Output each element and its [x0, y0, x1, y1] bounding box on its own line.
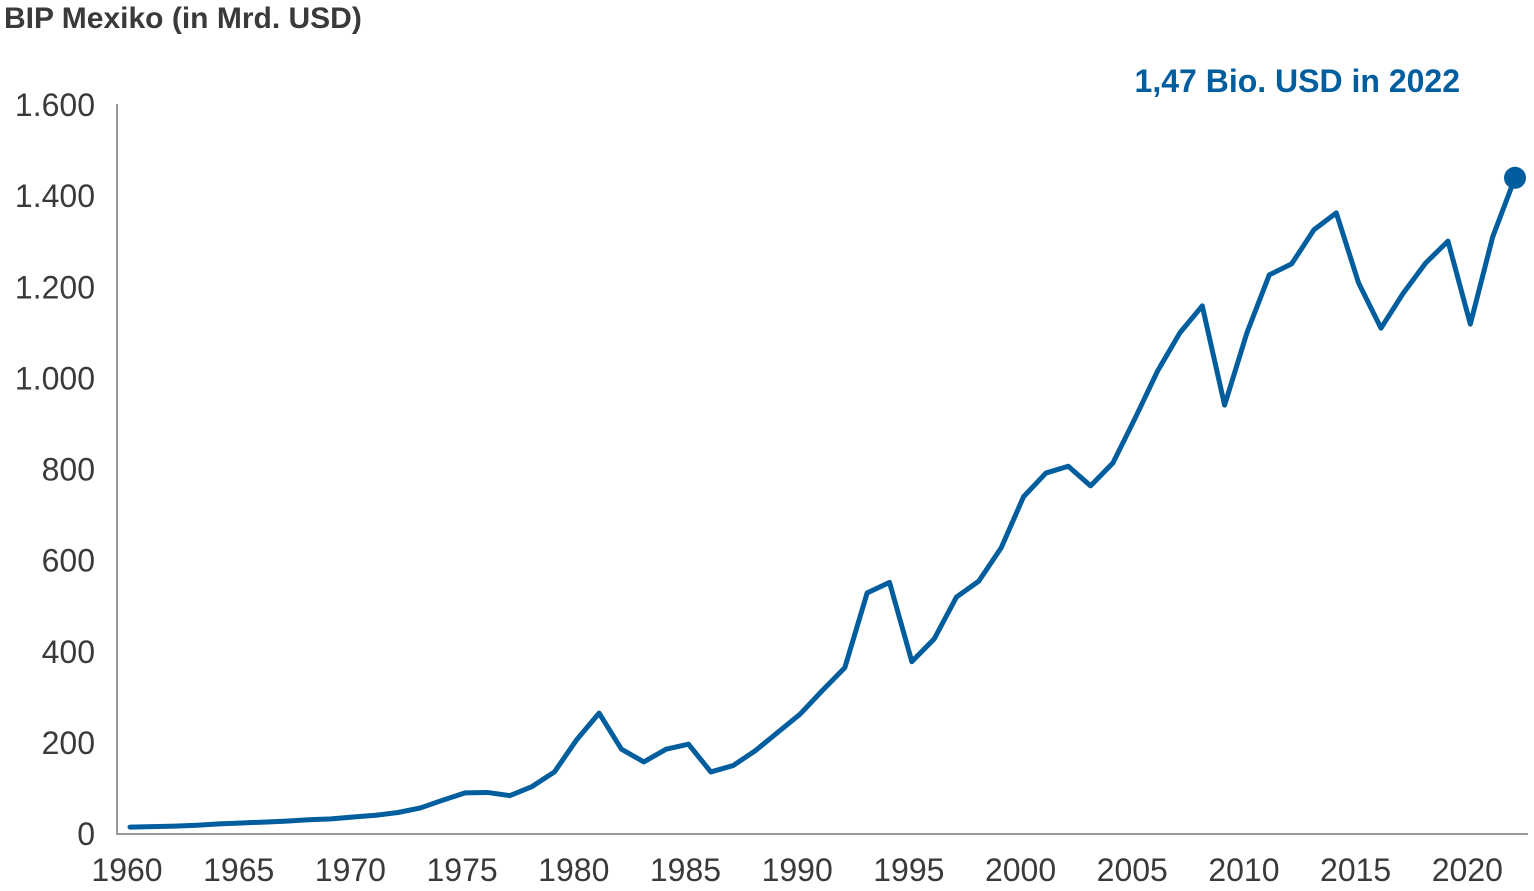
x-tick-label: 1970 — [315, 852, 386, 888]
x-tick-label: 1990 — [762, 852, 833, 888]
y-tick-label: 0 — [77, 816, 95, 852]
y-tick-label: 800 — [42, 452, 95, 488]
x-tick-label: 2005 — [1097, 852, 1168, 888]
x-tick-label: 1965 — [203, 852, 274, 888]
highlight-point-2022 — [1504, 166, 1526, 189]
y-tick-label: 1.400 — [15, 178, 95, 214]
y-tick-label: 1.600 — [15, 87, 95, 123]
chart-title: BIP Mexiko (in Mrd. USD) — [4, 2, 362, 35]
annotation-label: 1,47 Bio. USD in 2022 — [1135, 63, 1460, 99]
y-tick-label: 1.200 — [15, 269, 95, 305]
x-tick-label: 1980 — [538, 852, 609, 888]
x-tick-label: 2020 — [1432, 852, 1503, 888]
x-tick-label: 2015 — [1320, 852, 1391, 888]
x-tick-label: 2000 — [985, 852, 1056, 888]
y-tick-label: 600 — [42, 543, 95, 579]
x-tick-label: 1960 — [91, 852, 162, 888]
y-tick-label: 1.000 — [15, 360, 95, 396]
y-tick-label: 200 — [42, 725, 95, 761]
x-tick-label: 2010 — [1208, 852, 1279, 888]
x-tick-label: 1995 — [873, 852, 944, 888]
x-tick-label: 1985 — [650, 852, 721, 888]
series-line — [127, 175, 1518, 830]
y-tick-label: 400 — [42, 634, 95, 670]
x-tick-label: 1975 — [426, 852, 497, 888]
